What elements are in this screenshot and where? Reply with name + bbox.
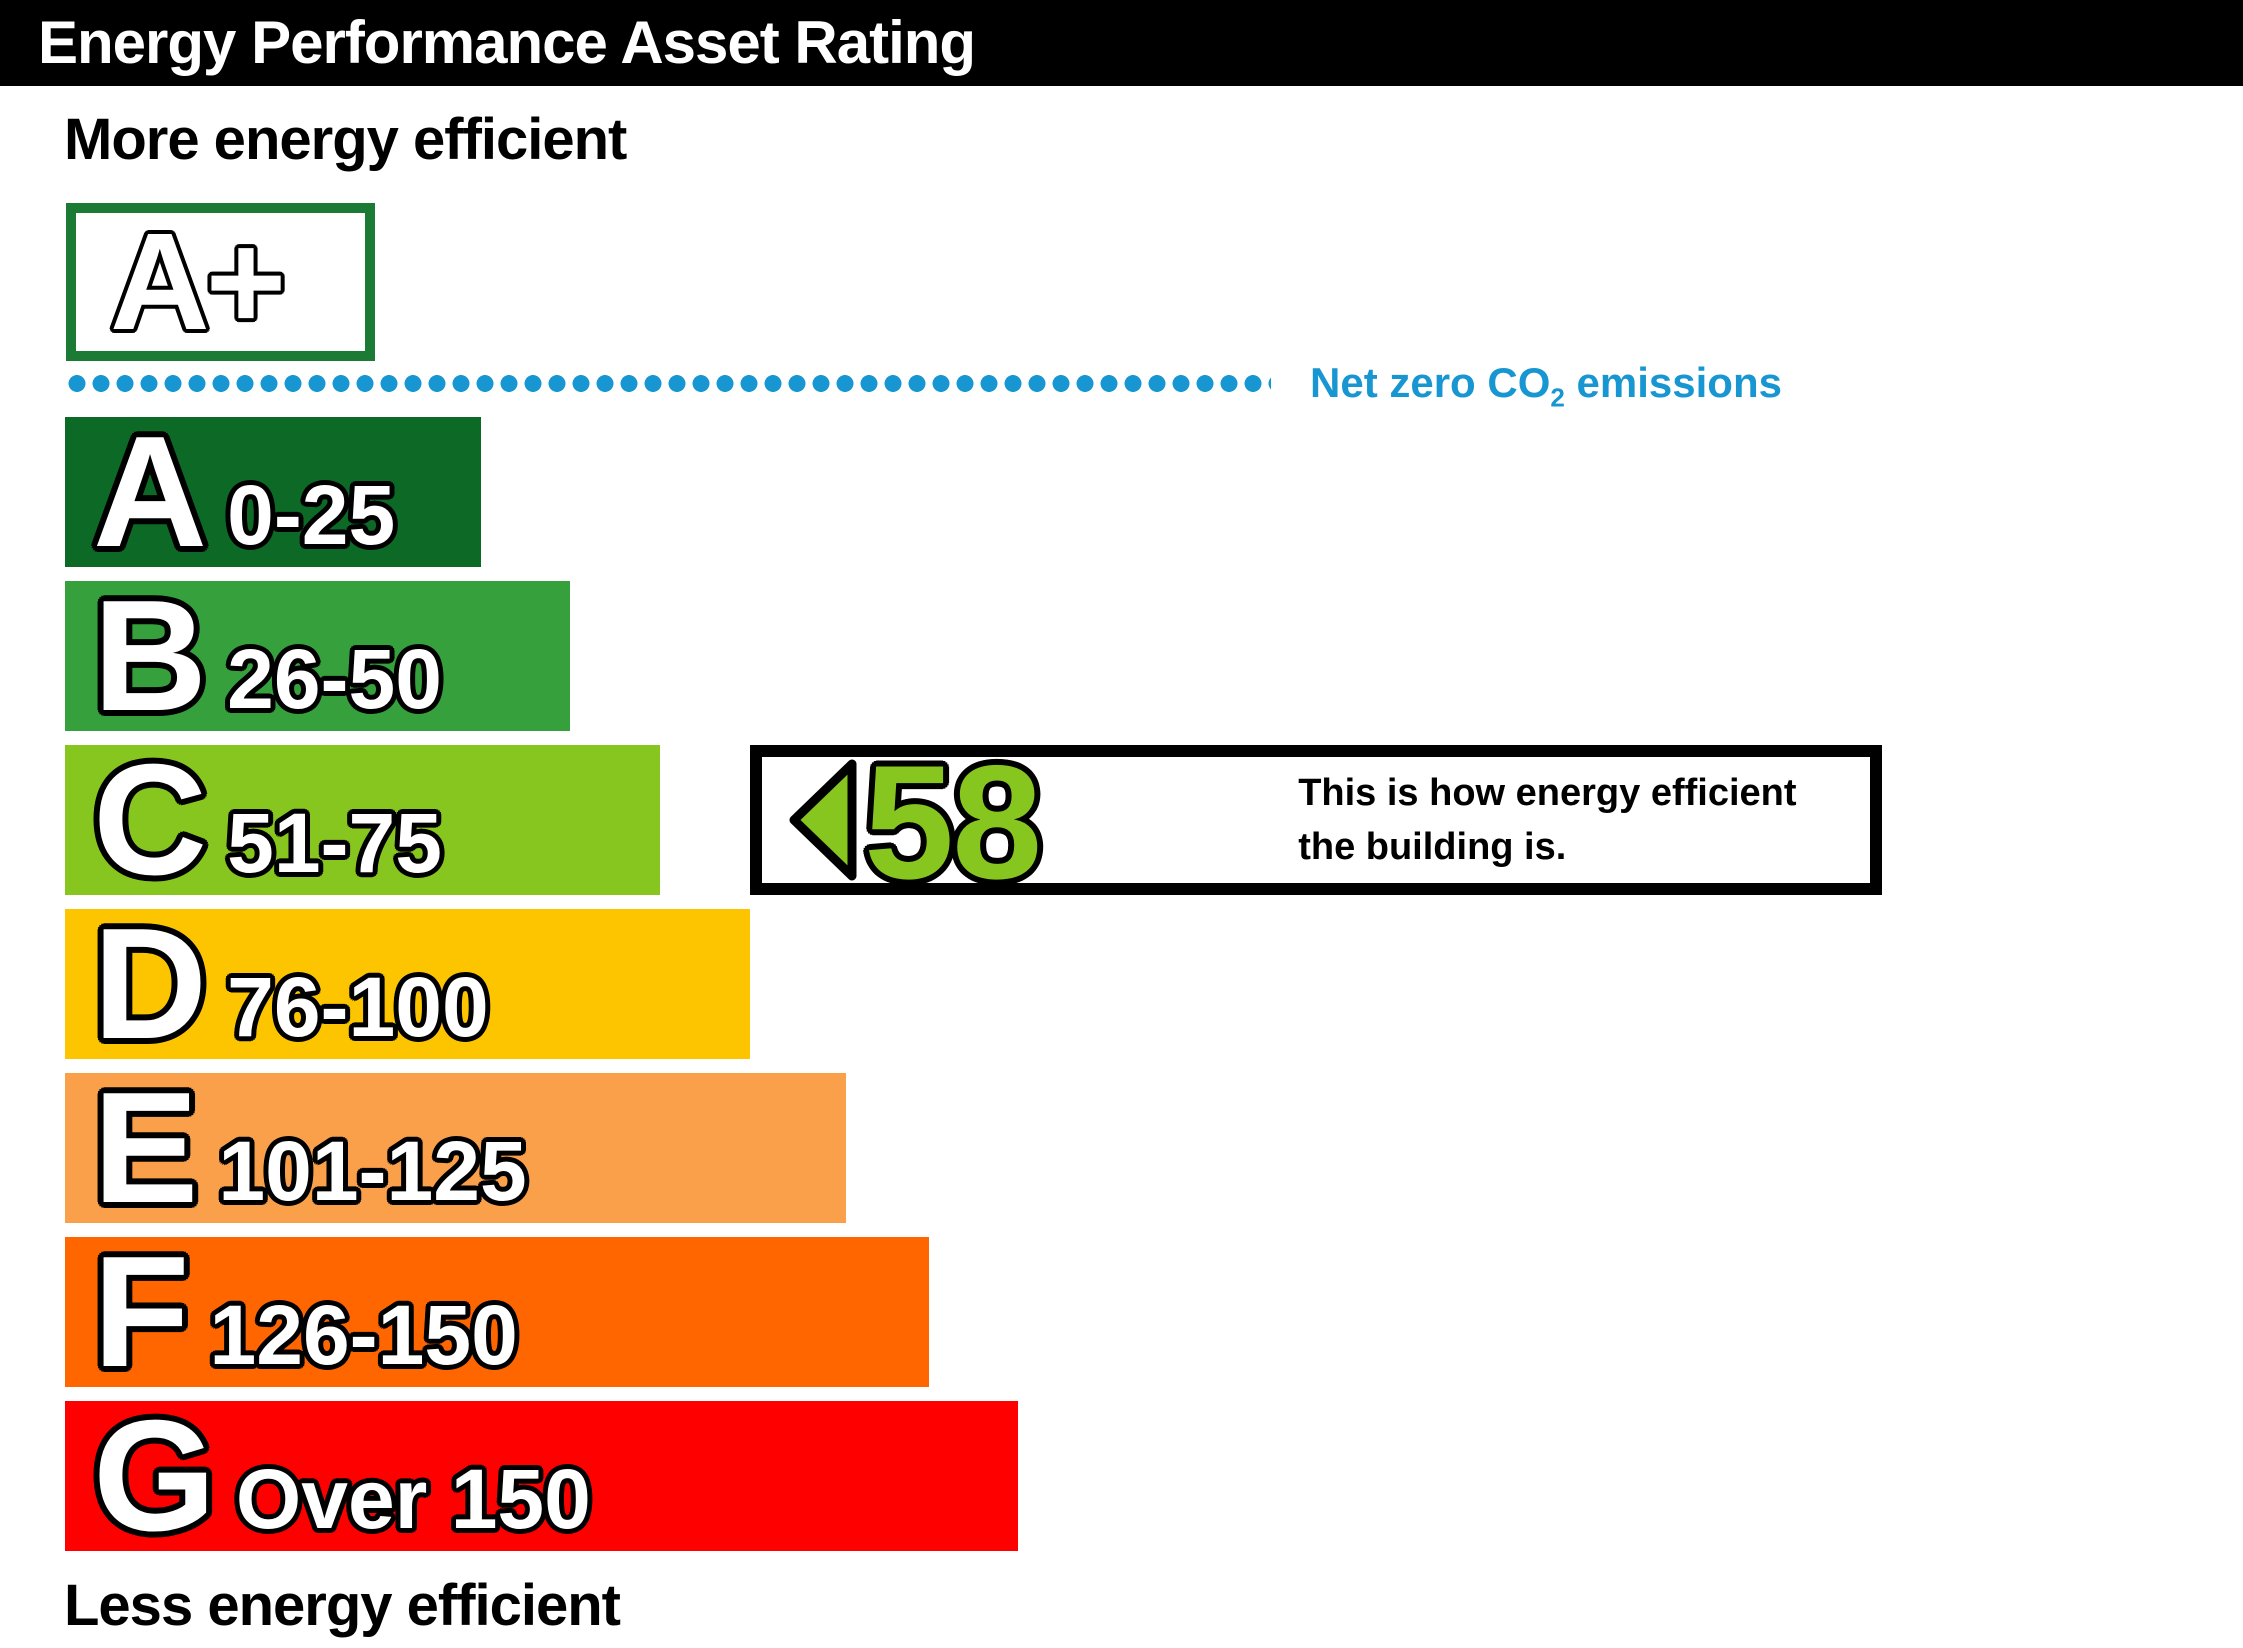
page-title: Energy Performance Asset Rating [38, 9, 976, 76]
band-a-plus: A+ [66, 203, 375, 361]
rating-description-line2: the building is. [1298, 826, 1567, 868]
band-e-range: 101-125 [218, 1124, 527, 1218]
net-zero-label: Net zero CO2 emissions [1310, 360, 1782, 420]
band-g-range: Over 150 [235, 1452, 591, 1546]
band-a-letter: A [93, 404, 208, 580]
band-d-letter: D [93, 896, 208, 1072]
band-b-range: 26-50 [227, 632, 442, 726]
band-b-letter: B [93, 568, 208, 744]
band-g-letter: G [93, 1388, 216, 1564]
rating-indicator-box: 58 This is how energy efficient the buil… [750, 742, 1882, 904]
header-bar: Energy Performance Asset Rating [0, 0, 2243, 86]
band-c-letter: C [93, 732, 208, 908]
rating-description: This is how energy efficient the buildin… [1298, 766, 1796, 874]
band-e-letter: E [93, 1060, 199, 1236]
rating-description-line1: This is how energy efficient [1298, 772, 1797, 814]
less-efficient-label: Less energy efficient [64, 1573, 621, 1638]
rating-arrow-icon [789, 759, 857, 881]
net-zero-label-subscript: 2 [1550, 382, 1565, 413]
rating-value: 58 [864, 732, 1042, 913]
band-a: A 0-25 [65, 413, 481, 571]
band-c: C 51-75 [65, 741, 660, 899]
band-f-range: 126-150 [209, 1288, 518, 1382]
band-c-range: 51-75 [227, 796, 442, 890]
band-e: E 101-125 [65, 1069, 846, 1227]
band-d: D 76-100 [65, 905, 750, 1063]
net-zero-label-suffix: emissions [1564, 359, 1782, 406]
net-zero-label-text: Net zero CO [1310, 359, 1551, 406]
band-f: F 126-150 [65, 1233, 929, 1391]
more-efficient-label: More energy efficient [64, 107, 627, 172]
band-a-range: 0-25 [227, 468, 396, 562]
band-f-letter: F [93, 1224, 190, 1400]
band-b: B 26-50 [65, 577, 570, 735]
band-d-range: 76-100 [227, 960, 489, 1054]
band-g: G Over 150 [65, 1397, 1018, 1555]
band-a-plus-letter: A+ [110, 205, 286, 359]
net-zero-dotted-line [65, 371, 1271, 396]
